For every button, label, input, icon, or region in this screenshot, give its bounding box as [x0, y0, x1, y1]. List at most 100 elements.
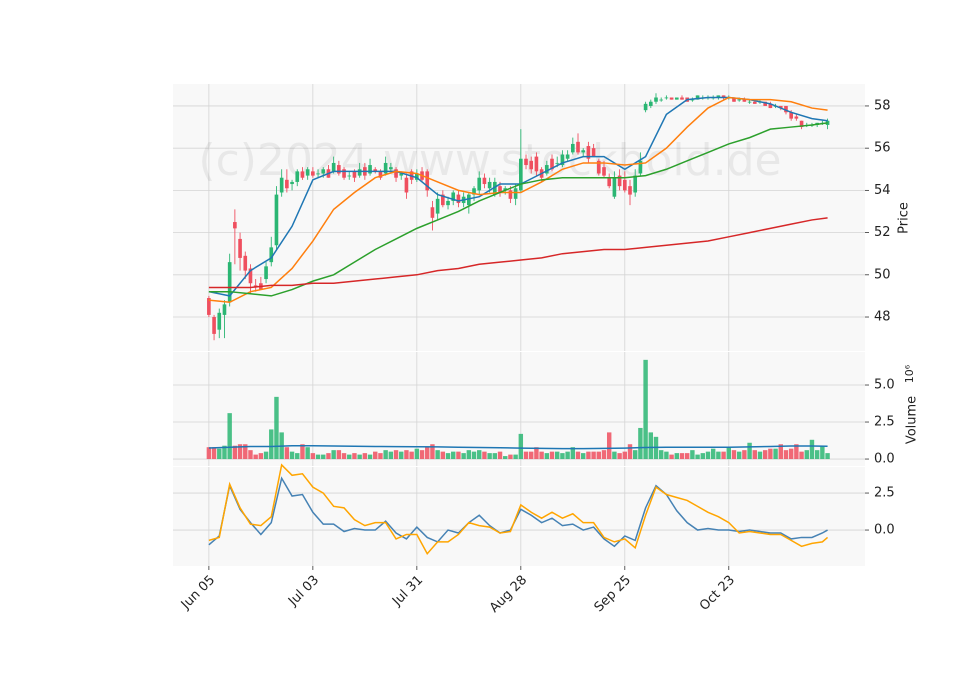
- volume-bar: [700, 453, 705, 460]
- volume-bar: [477, 450, 482, 460]
- candle-body: [285, 179, 289, 189]
- volume-bar: [232, 445, 238, 460]
- candle-body: [529, 160, 534, 170]
- volume-bar: [820, 445, 825, 460]
- candle-body: [238, 238, 242, 258]
- volume-bar: [284, 447, 290, 460]
- volume-bar: [684, 453, 690, 460]
- candle-body: [217, 312, 222, 330]
- candle-body: [570, 143, 575, 153]
- x-tick-label: Oct 23: [697, 573, 738, 614]
- candle-body: [799, 120, 804, 128]
- candle-body: [430, 207, 435, 218]
- candle-body: [493, 181, 497, 195]
- candle-body: [342, 169, 346, 178]
- candle-body: [643, 103, 648, 111]
- volume-bar: [809, 439, 815, 460]
- oscillator-line: [208, 463, 829, 556]
- volume-bar: [549, 451, 555, 460]
- volume-bar: [352, 453, 357, 460]
- volume-bar: [523, 451, 529, 460]
- volume-bar: [705, 451, 711, 460]
- volume-bar: [269, 429, 274, 460]
- volume-bar: [658, 450, 664, 460]
- volume-bar: [331, 450, 336, 460]
- candle-body: [207, 298, 211, 315]
- y-tick-label: 50: [874, 267, 891, 282]
- volume-bar: [799, 451, 804, 460]
- candle-body: [269, 247, 274, 263]
- volume-bar: [487, 453, 492, 460]
- volume-bar: [445, 453, 451, 460]
- volume-bar: [414, 448, 420, 460]
- volume-bar: [508, 454, 513, 460]
- volume-bar: [362, 453, 368, 460]
- volume-bar: [586, 451, 591, 460]
- volume-bar: [492, 453, 498, 460]
- candle-body: [555, 162, 560, 164]
- volume-bar: [217, 448, 222, 460]
- volume-bar: [388, 451, 394, 460]
- volume-bar: [513, 454, 518, 460]
- volume-bar: [440, 451, 446, 460]
- candle-body: [311, 171, 315, 176]
- y-tick-label: 48: [874, 310, 891, 325]
- candle-body: [721, 95, 726, 98]
- candle-body: [279, 177, 284, 193]
- volume-bar: [632, 450, 638, 460]
- candle-body: [243, 255, 248, 271]
- candle-body: [550, 158, 554, 170]
- volume-bar: [752, 450, 757, 460]
- candle-body: [602, 167, 606, 176]
- volume-bar: [222, 445, 227, 460]
- volume-bar: [451, 451, 456, 460]
- volume-bar: [721, 451, 726, 460]
- candle-body: [441, 194, 445, 206]
- panel-background: [173, 467, 865, 566]
- candle-body: [399, 173, 404, 176]
- volume-bar: [227, 413, 232, 460]
- volume-bar: [648, 432, 654, 460]
- volume-bar: [560, 453, 565, 460]
- candle-body: [378, 171, 383, 178]
- candle-body: [373, 169, 378, 172]
- volume-bar: [669, 454, 674, 460]
- volume-bar: [347, 454, 352, 460]
- volume-bar: [341, 453, 347, 460]
- volume-bar: [643, 359, 648, 460]
- candle-body: [415, 173, 419, 180]
- volume-bar: [757, 451, 763, 460]
- y-tick-label: 56: [874, 141, 891, 156]
- candle-body: [607, 177, 612, 187]
- candle-body: [482, 177, 487, 185]
- volume-bar: [773, 448, 778, 460]
- volume-average-line: [208, 444, 828, 450]
- candle-body: [680, 97, 684, 100]
- volume-bar: [736, 451, 742, 460]
- volume-bar: [300, 444, 305, 460]
- candle-body: [394, 169, 398, 178]
- candle-body: [321, 169, 326, 174]
- volume-bar: [778, 444, 783, 460]
- volume-bar: [570, 447, 576, 460]
- volume-bar: [804, 450, 809, 460]
- volume-bar: [503, 456, 508, 460]
- candle-body: [357, 169, 362, 176]
- volume-bar: [575, 451, 581, 460]
- volume-bar: [497, 451, 503, 460]
- candle-body: [435, 198, 440, 214]
- x-tick-label: Jul 31: [389, 573, 426, 610]
- candle-body: [794, 116, 799, 119]
- volume-bar: [534, 447, 539, 460]
- oscillator-line: [208, 476, 828, 548]
- candle-body: [768, 103, 773, 109]
- volume-bar: [768, 448, 773, 460]
- candle-body: [446, 200, 450, 206]
- volume-axis-label: Volume: [905, 396, 920, 444]
- volume-bar: [627, 444, 633, 460]
- volume-bar: [762, 450, 768, 460]
- volume-bar: [742, 450, 747, 460]
- candle-body: [487, 181, 492, 189]
- volume-bar: [461, 453, 466, 460]
- candle-body: [669, 97, 674, 100]
